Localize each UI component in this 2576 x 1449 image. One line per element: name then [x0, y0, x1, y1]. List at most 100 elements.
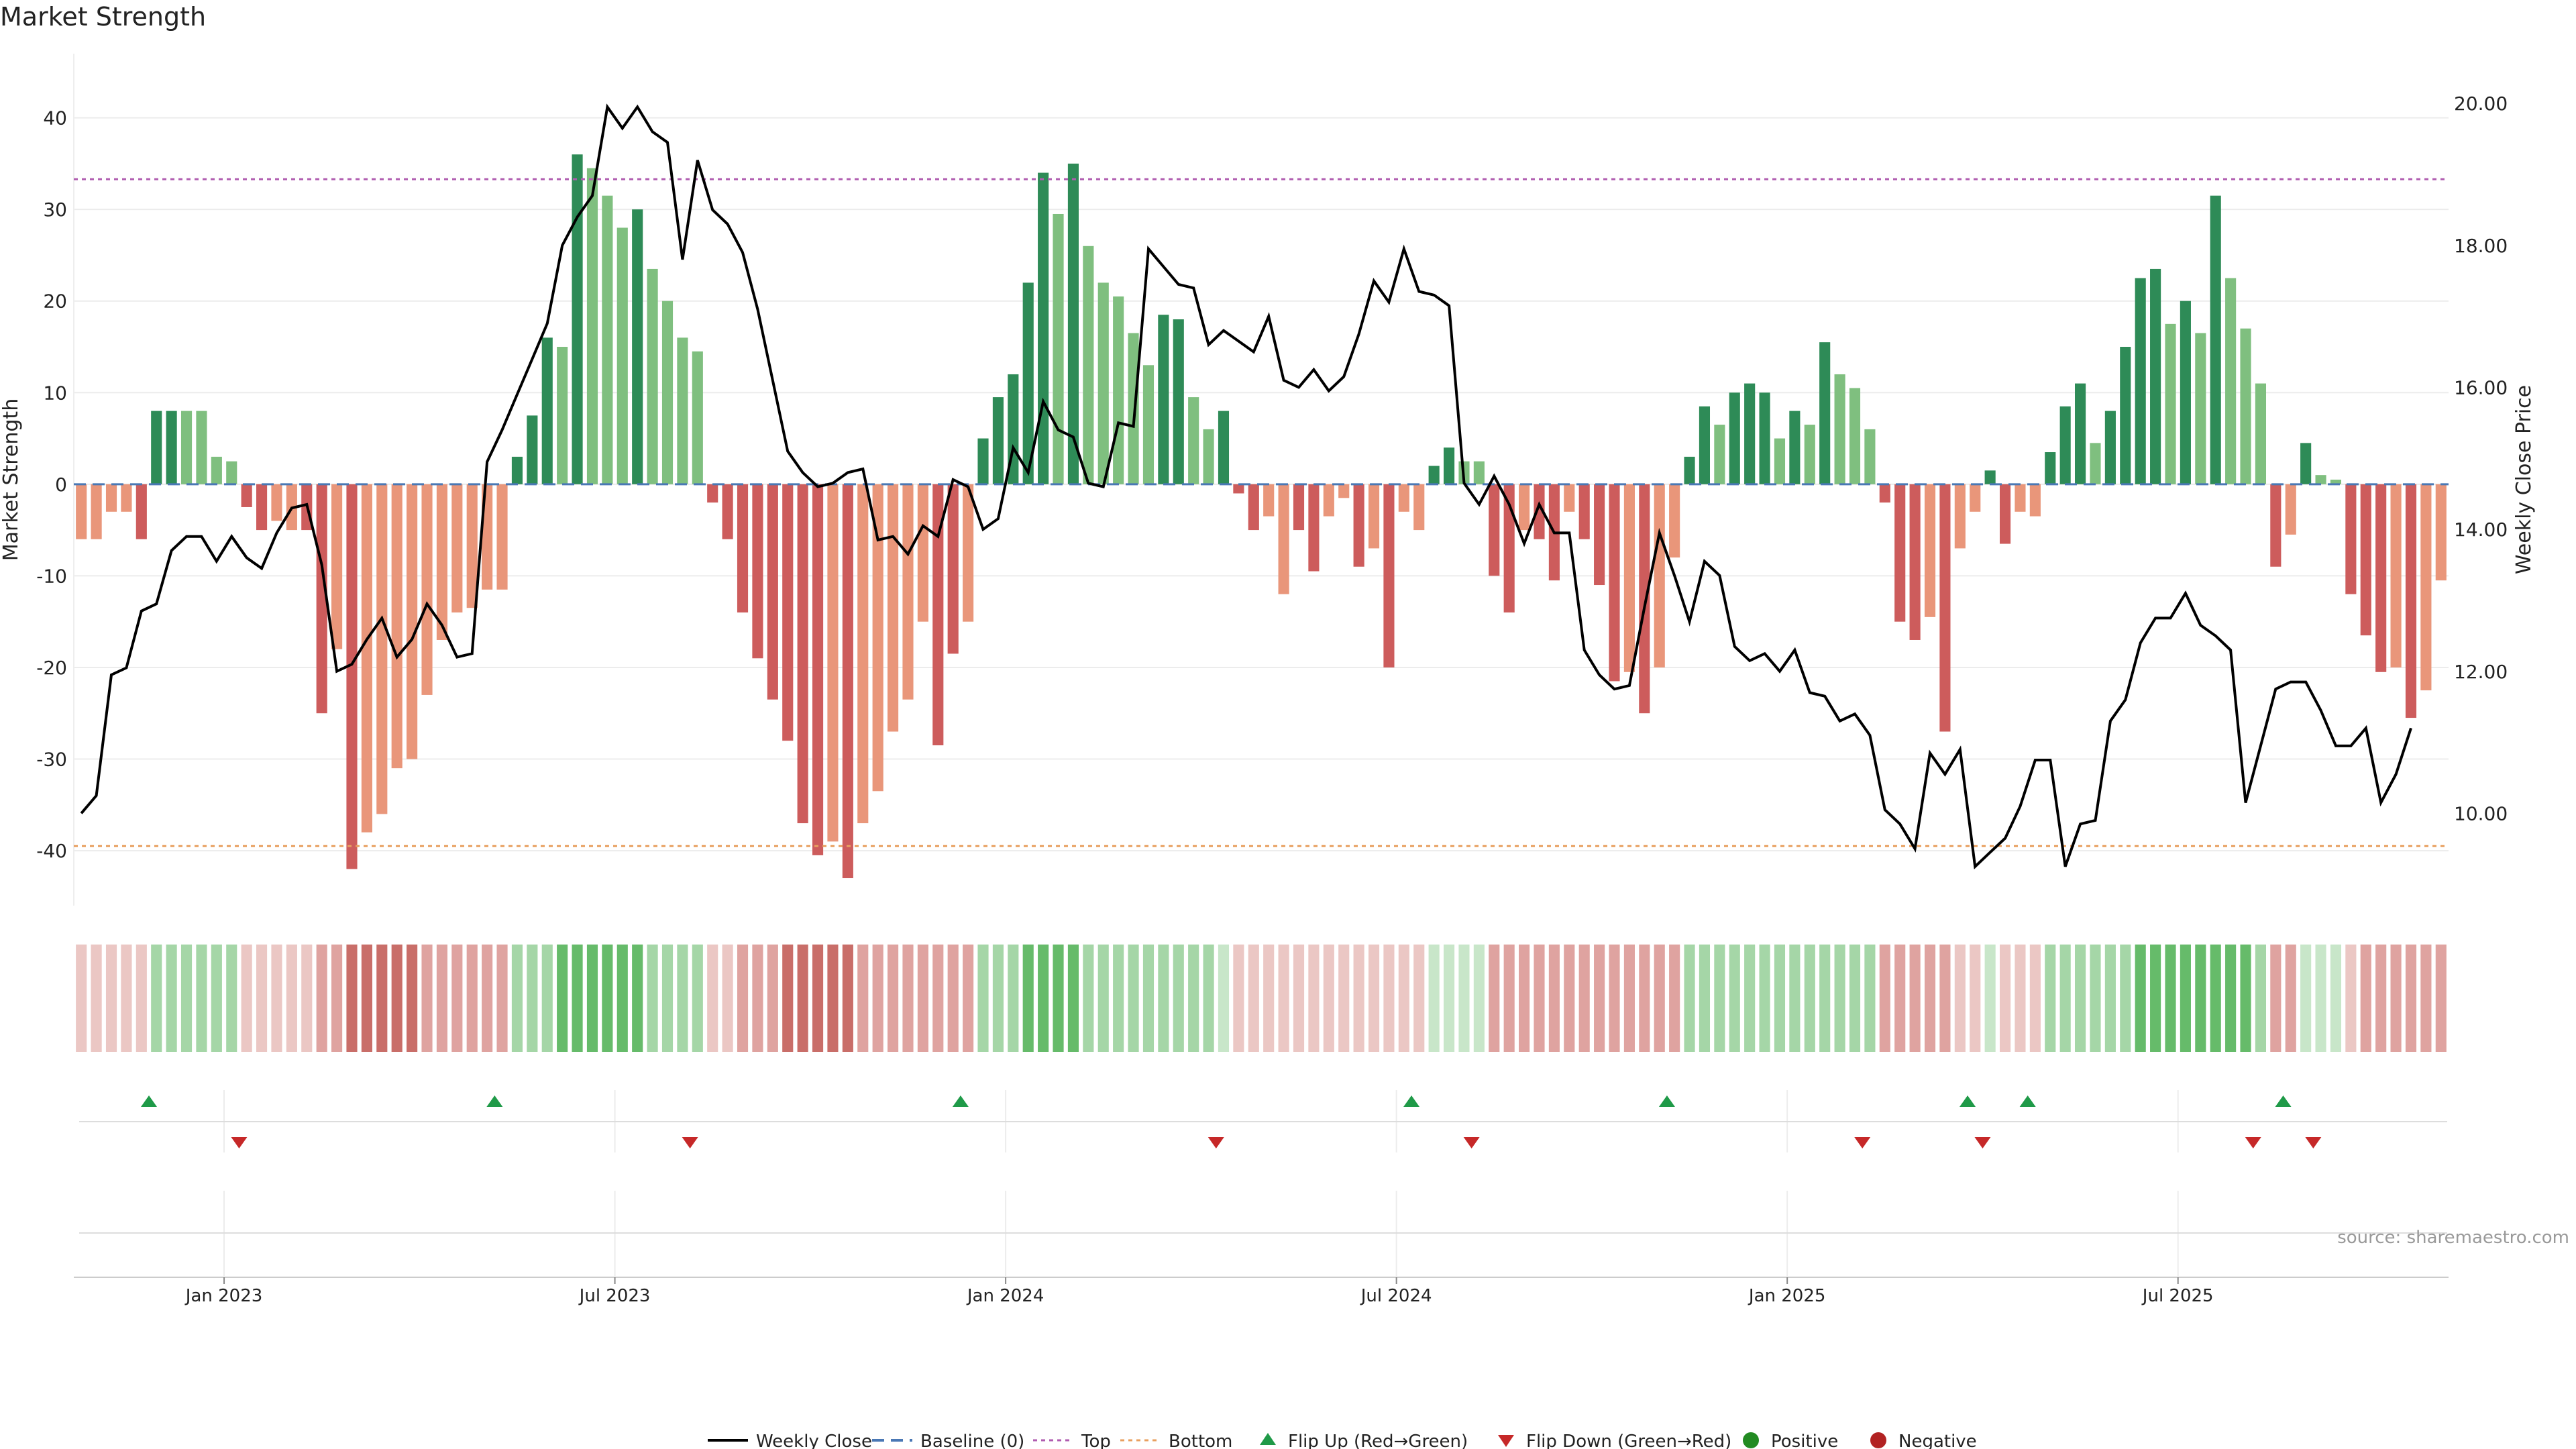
strength-bar [1489, 484, 1500, 576]
strength-bar [451, 484, 463, 613]
source-label: source: sharemaestro.com [2337, 1228, 2569, 1248]
strength-bar [2360, 484, 2371, 636]
flip-up-marker [952, 1095, 969, 1107]
flip-up-marker [2019, 1095, 2036, 1107]
y2-tick-label: 18.00 [2454, 235, 2508, 257]
strength-bar [812, 484, 824, 855]
heat-cell [1984, 945, 1996, 1052]
heat-cell [2195, 945, 2206, 1052]
heat-cell [1458, 945, 1470, 1052]
heat-cell [677, 945, 688, 1052]
heat-cell [2120, 945, 2131, 1052]
heat-cell [1819, 945, 1831, 1052]
heat-cell [2330, 945, 2342, 1052]
strength-bar [527, 415, 538, 484]
heat-cell [1323, 945, 1334, 1052]
heat-cell [1293, 945, 1305, 1052]
strength-bar [121, 484, 132, 512]
legend-label: Weekly Close [756, 1432, 872, 1449]
heat-cell [1083, 945, 1094, 1052]
flip-down-marker [1854, 1137, 1871, 1148]
strength-bar [1413, 484, 1425, 531]
heat-cell [511, 945, 523, 1052]
strength-bar [1714, 425, 1725, 484]
flip-down-marker [1208, 1137, 1224, 1148]
strength-bar [105, 484, 117, 512]
heat-cell [1714, 945, 1725, 1052]
heat-cell [722, 945, 733, 1052]
heat-cell [1924, 945, 1936, 1052]
flip-down-marker [231, 1137, 248, 1148]
strength-bar [1142, 365, 1155, 484]
heat-cell [271, 945, 282, 1052]
strength-bar [2225, 278, 2237, 484]
strength-bar [2045, 452, 2056, 484]
strength-bar [1894, 484, 1906, 622]
strength-bar [1158, 315, 1169, 484]
legend-swatch [1498, 1435, 1514, 1447]
heat-cell [1067, 945, 1079, 1052]
axes: 40 30 20 10 0 -10 -20 -30 -40 20.00 18.00 16.00 14.0… [36, 54, 2508, 906]
heat-cell [1308, 945, 1320, 1052]
strength-bar [2075, 383, 2086, 484]
heat-cell [331, 945, 343, 1052]
heat-cell [1128, 945, 1139, 1052]
strength-bar [722, 484, 733, 539]
strength-bar [842, 484, 853, 879]
heat-cell [2090, 945, 2101, 1052]
strength-bar [1278, 484, 1289, 594]
heat-cell [196, 945, 207, 1052]
strength-bar [1669, 484, 1680, 558]
strength-bar [1819, 342, 1831, 484]
chart-title: Market Strength [0, 2, 206, 32]
strength-bar [1879, 484, 1890, 503]
strength-bar [1113, 296, 1124, 484]
strength-bar [752, 484, 763, 659]
heat-cell [1142, 945, 1155, 1052]
heat-cell [2075, 945, 2086, 1052]
strength-bar [1443, 447, 1455, 484]
y2-tick-label: 12.00 [2454, 661, 2508, 683]
strength-bar [376, 484, 388, 814]
heat-cell [2255, 945, 2267, 1052]
y2-tick-label: 16.00 [2454, 376, 2508, 398]
heat-cell [661, 945, 674, 1052]
strength-bar [316, 484, 327, 714]
heat-cell [2375, 945, 2387, 1052]
strength-bar [1368, 484, 1380, 549]
strength-bar [1398, 484, 1409, 512]
heat-cell [2435, 945, 2447, 1052]
heat-cell [2045, 945, 2056, 1052]
heat-cell [436, 945, 447, 1052]
strength-bar [91, 484, 102, 539]
heat-cell [1534, 945, 1545, 1052]
strength-bar [166, 411, 177, 484]
strength-bar [407, 484, 418, 759]
heat-cell [1804, 945, 1815, 1052]
strength-bar [1534, 484, 1545, 539]
y-tick-label: -40 [36, 840, 67, 862]
heat-cell [1383, 945, 1395, 1052]
strength-bar [1383, 484, 1395, 667]
strength-bar [1173, 319, 1184, 484]
strength-bar [1097, 282, 1109, 484]
strength-bar [496, 484, 508, 590]
strength-bar [557, 346, 568, 484]
legend-label: Top [1081, 1432, 1111, 1449]
weekly-close-line [80, 103, 2412, 869]
strength-bar [963, 484, 974, 622]
strength-bar [1834, 374, 1845, 484]
heat-cell [2240, 945, 2251, 1052]
strength-bar [2390, 484, 2402, 667]
heat-cell [572, 945, 583, 1052]
strength-bar [2195, 333, 2206, 484]
strength-bar [2150, 268, 2161, 484]
strength-bar [1128, 333, 1139, 484]
strength-bar [632, 209, 643, 484]
heat-cell [1849, 945, 1861, 1052]
strength-bar [2435, 484, 2447, 581]
heat-cell [1654, 945, 1665, 1052]
strength-bar [1654, 484, 1665, 667]
strength-bar [1022, 282, 1034, 484]
